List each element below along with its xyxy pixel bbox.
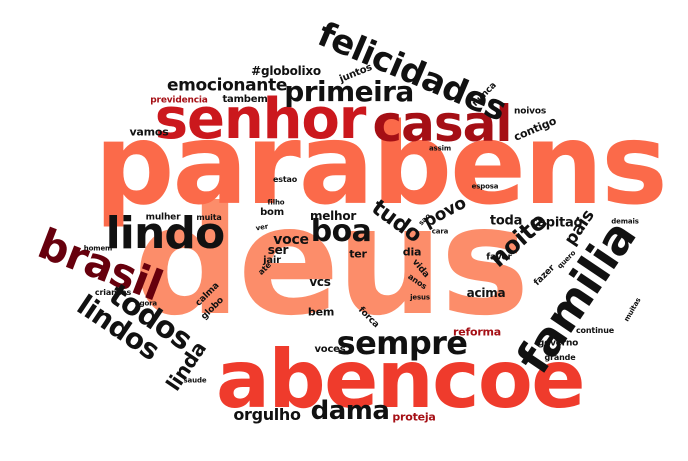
word-emocionante: emocionante (166, 75, 288, 96)
word-filho: filho (267, 198, 285, 207)
word-orgulho: orgulho (233, 405, 301, 424)
word-dama: dama (310, 396, 390, 426)
word-bom: bom (260, 207, 284, 218)
word-capitao: capitao (529, 215, 583, 231)
word-favor: favor (486, 252, 512, 263)
word-acima: acima (466, 286, 506, 300)
word-ser: ser (267, 243, 289, 257)
word-primeira: primeira (284, 75, 414, 108)
word-cara: cara (431, 227, 449, 236)
word-abencoe: abencoe (216, 333, 586, 426)
word-homem: homem (83, 244, 113, 253)
word-grande: grande (544, 353, 576, 362)
word-voces: voces (314, 344, 346, 355)
word-mulher: mulher (145, 212, 181, 223)
word-deus: deus (133, 175, 529, 349)
word-criancas: criancas (94, 288, 132, 297)
word-muitas: muitas (622, 296, 643, 324)
word-voce: voce (273, 232, 309, 248)
word-globolixo: #globolixo (251, 64, 321, 78)
word-continue: continue (575, 326, 615, 335)
word-dia: dia (402, 245, 422, 259)
word-reforma: reforma (453, 325, 501, 339)
word-estao: estao (272, 175, 298, 184)
word-agora: agora (134, 299, 158, 308)
word-ter: ter (349, 247, 367, 261)
word-proteja: proteja (392, 410, 436, 424)
word-vamos: vamos (129, 125, 169, 139)
word-demais: demais (611, 217, 639, 226)
word-tambem: tambem (222, 94, 268, 105)
word-senhor: senhor (154, 87, 367, 152)
word-bem: bem (307, 305, 335, 319)
word-previdencia: previdencia (150, 95, 208, 106)
word-noivos: noivos (513, 106, 547, 117)
word-vcs: vcs (309, 275, 331, 289)
word-boa: boa (310, 214, 372, 249)
word-lindo: lindo (105, 208, 226, 259)
word-saude: saude (183, 376, 207, 385)
word-governo: governo (537, 338, 579, 349)
word-esposa: esposa (471, 182, 499, 191)
word-casal: casal (372, 95, 512, 153)
word-melhor: melhor (309, 209, 357, 223)
word-sempre: sempre (336, 324, 468, 362)
word-muita: muita (196, 213, 222, 222)
word-parabens: parabens (94, 100, 667, 230)
word-jair: jair (263, 255, 281, 266)
word-jesus: jesus (410, 293, 430, 302)
word-toda: toda (489, 213, 523, 229)
word-assim: assim (428, 144, 452, 153)
